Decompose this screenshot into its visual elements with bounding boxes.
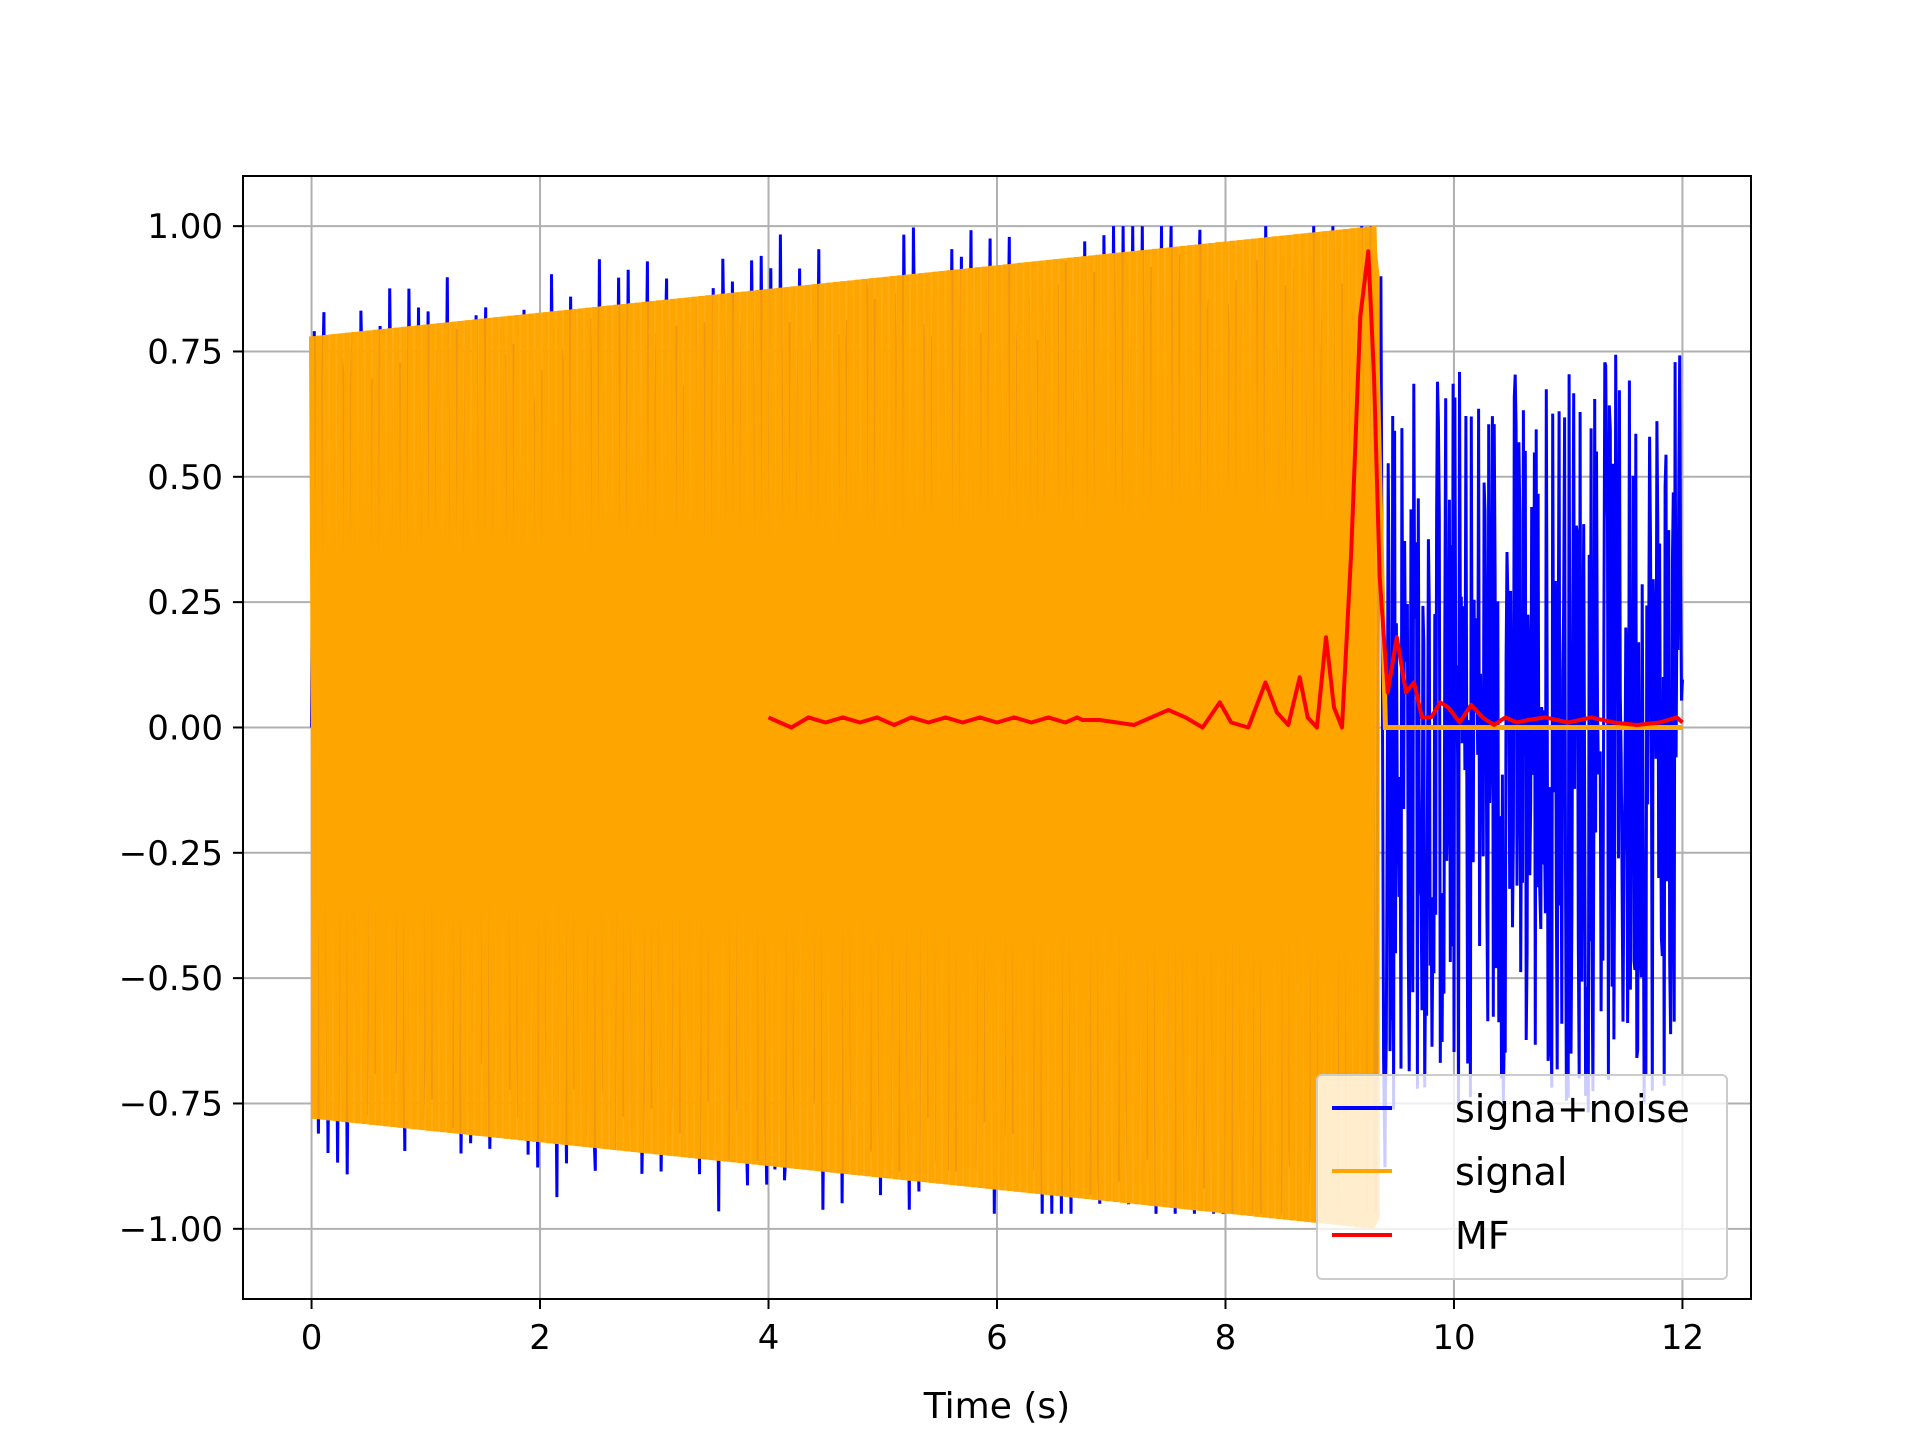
- ticks: 0 2 4 6 8 10 12 1.00 0.75 0.50 0.25 0.00 −0.25 −0.50 −…: [119, 207, 1704, 1358]
- y-tick-label: 0.50: [147, 458, 223, 498]
- x-axis-title: Time (s): [923, 1386, 1070, 1427]
- legend-label-signal: signal: [1455, 1150, 1567, 1194]
- x-tick-label: 6: [986, 1318, 1008, 1358]
- x-tick-label: 4: [758, 1318, 780, 1358]
- y-tick-label: 0.00: [147, 708, 223, 748]
- series-signal-fill: [311, 226, 1380, 1229]
- series-layer: [309, 226, 1684, 1229]
- y-tick-label: 1.00: [147, 207, 223, 247]
- legend-box: [1316, 1074, 1728, 1280]
- x-tick-label: 0: [301, 1318, 323, 1358]
- x-tick-label: 10: [1432, 1318, 1475, 1358]
- y-tick-label: −0.25: [119, 834, 223, 874]
- legend-label-signal-noise: signa+noise: [1455, 1087, 1690, 1131]
- legend-label-mf: MF: [1455, 1214, 1510, 1258]
- y-tick-label: −0.75: [119, 1084, 223, 1124]
- x-tick-label: 2: [529, 1318, 551, 1358]
- y-tick-label: −0.50: [119, 959, 223, 999]
- x-tick-label: 12: [1661, 1318, 1704, 1358]
- legend: signa+noise signal MF: [1316, 1074, 1728, 1280]
- y-tick-label: 0.25: [147, 583, 223, 623]
- series-mf-line: [767, 249, 1684, 730]
- y-tick-label: 0.75: [147, 332, 223, 372]
- x-tick-label: 8: [1215, 1318, 1237, 1358]
- y-tick-label: −1.00: [119, 1210, 223, 1250]
